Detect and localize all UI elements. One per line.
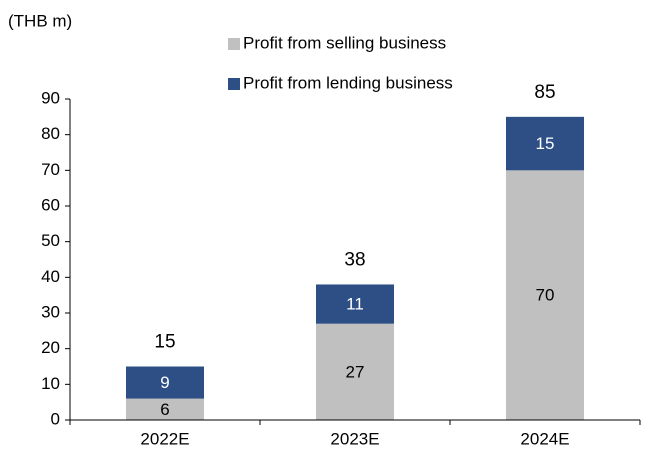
y-tick-label: 90 (41, 88, 60, 107)
bar-segment (506, 116, 584, 171)
legend-swatch (228, 78, 240, 90)
bar-segment (316, 284, 394, 324)
total-label: 85 (534, 82, 555, 103)
bar-segment (506, 170, 584, 420)
y-tick-label: 50 (41, 231, 60, 250)
y-tick-label: 70 (41, 160, 60, 179)
x-tick-label: 2024E (520, 429, 569, 448)
y-tick-label: 0 (51, 409, 60, 428)
legend-swatch (228, 38, 240, 50)
y-tick-label: 40 (41, 267, 60, 286)
total-label: 38 (344, 249, 365, 270)
y-tick-label: 80 (41, 124, 60, 143)
legend-label: Profit from selling business (243, 33, 446, 52)
y-tick-label: 30 (41, 302, 60, 321)
x-tick-label: 2023E (330, 429, 379, 448)
bar-segment (316, 323, 394, 420)
bar-segment (126, 366, 204, 399)
bar-segment (126, 398, 204, 420)
unit-label: (THB m) (8, 11, 72, 30)
x-tick-label: 2022E (140, 429, 189, 448)
y-tick-label: 10 (41, 374, 60, 393)
total-label: 15 (154, 332, 175, 353)
bar-value-label: 9 (160, 373, 169, 392)
y-tick-label: 20 (41, 338, 60, 357)
bar-value-label: 15 (536, 134, 555, 153)
legend-label: Profit from lending business (243, 73, 453, 92)
y-tick-label: 60 (41, 195, 60, 214)
bar-value-label: 70 (536, 286, 555, 305)
bar-value-label: 6 (160, 400, 169, 419)
bar-value-label: 11 (346, 295, 364, 314)
bar-value-label: 27 (346, 362, 365, 381)
